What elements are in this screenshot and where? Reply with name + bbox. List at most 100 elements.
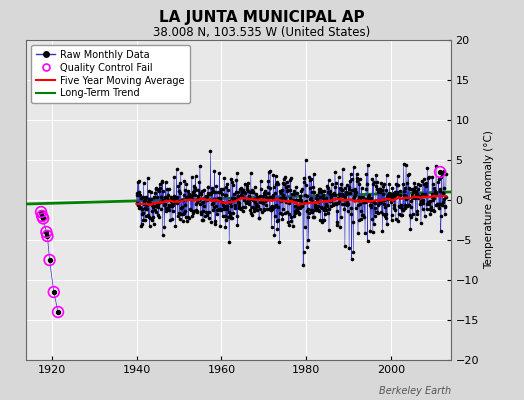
Point [373,186,381,192]
Point [424,174,433,180]
Point [319,192,328,198]
Point [327,194,335,201]
Point [337,180,345,187]
Point [166,217,174,223]
Point [165,186,173,192]
Point [309,213,317,220]
Point [302,198,311,204]
Point [288,197,296,203]
Point [397,212,406,219]
Point [133,200,141,206]
Point [152,202,161,208]
Point [390,201,398,208]
Point [367,216,376,222]
Point [257,186,265,192]
Point [267,207,275,214]
Point [146,223,154,230]
Point [215,189,224,195]
Point [249,208,258,214]
Point [271,213,279,220]
Point [167,198,176,204]
Point [398,207,407,213]
Point [147,196,155,202]
Point [405,185,413,192]
Point [276,198,285,204]
Point [373,178,381,185]
Point [296,205,304,211]
Point [165,202,173,208]
Point [135,204,144,211]
Point [356,197,364,203]
Point [220,206,228,212]
Point [334,195,342,202]
Point [376,189,385,195]
Point [176,216,184,222]
Point [150,221,158,227]
Point [291,202,299,209]
Point [316,186,324,192]
Point [334,200,342,206]
Point [50,289,58,295]
Point [208,189,216,195]
Point [329,191,337,198]
Point [216,206,225,212]
Point [168,216,176,222]
Point [196,208,205,215]
Point [432,202,441,208]
Point [384,202,392,208]
Point [187,194,195,200]
Point [228,182,237,188]
Point [222,191,230,198]
Point [330,201,339,207]
Point [437,213,445,220]
Point [375,186,383,192]
Point [391,189,400,196]
Point [311,204,319,210]
Point [337,214,345,220]
Point [206,148,215,154]
Point [429,196,438,203]
Point [346,190,354,196]
Point [379,210,387,217]
Point [264,190,272,196]
Point [346,171,355,178]
Point [42,229,50,235]
Point [357,216,365,222]
Point [399,160,408,167]
Point [411,195,419,201]
Point [207,218,215,225]
Point [195,162,204,169]
Point [339,193,347,199]
Point [430,185,438,192]
Point [140,216,149,223]
Point [192,201,200,207]
Point [222,184,230,190]
Point [313,192,321,198]
Point [243,186,251,192]
Point [303,206,312,212]
Point [145,196,154,202]
Point [244,196,252,203]
Point [437,174,445,180]
Point [363,180,371,187]
Point [250,184,259,190]
Point [188,213,196,219]
Legend: Raw Monthly Data, Quality Control Fail, Five Year Moving Average, Long-Term Tren: Raw Monthly Data, Quality Control Fail, … [31,45,190,103]
Point [158,198,166,205]
Point [368,198,376,204]
Point [198,216,206,223]
Point [386,199,395,206]
Point [235,203,244,210]
Point [136,204,145,211]
Point [179,192,188,198]
Point [175,209,183,216]
Point [344,208,352,214]
Point [294,209,302,216]
Point [172,198,180,204]
Point [235,200,243,206]
Point [275,196,283,202]
Point [325,227,333,234]
Point [214,196,223,203]
Point [396,192,405,198]
Point [314,203,323,209]
